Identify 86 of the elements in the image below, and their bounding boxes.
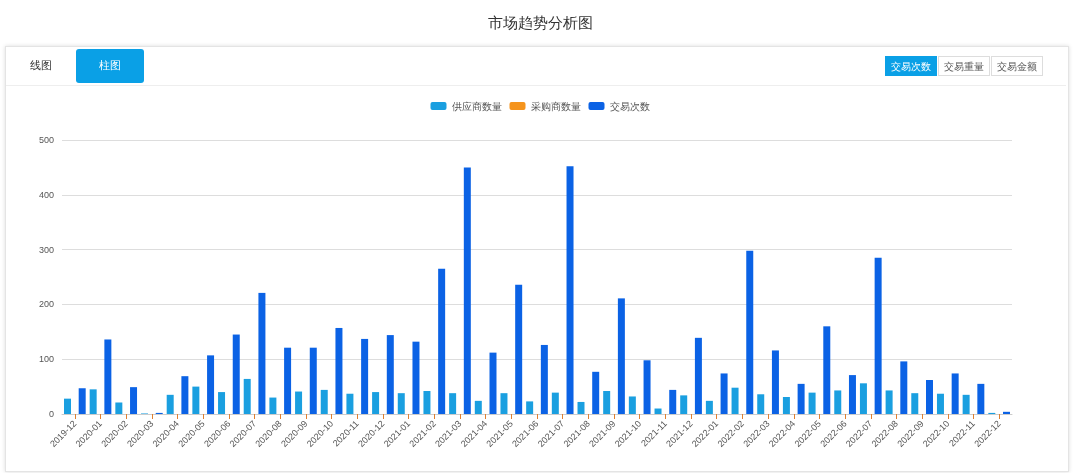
text: 交易重量	[938, 56, 990, 76]
text: 柱图	[76, 49, 144, 83]
bar	[757, 394, 765, 414]
bar	[386, 335, 394, 414]
bar	[130, 387, 138, 414]
bar	[269, 397, 277, 414]
bar	[397, 393, 405, 414]
bar	[115, 402, 123, 414]
bar	[900, 361, 908, 414]
legend-label: 采购商数量	[530, 100, 581, 112]
bar	[218, 392, 226, 414]
bar	[372, 392, 380, 414]
bar	[771, 350, 779, 414]
bar	[1003, 411, 1011, 414]
y-tick-label: 400	[38, 189, 54, 200]
bar	[166, 394, 174, 414]
y-tick-label: 500	[38, 135, 54, 145]
bar	[423, 390, 431, 414]
bar	[874, 257, 882, 414]
bar	[848, 375, 856, 414]
bar	[489, 352, 497, 414]
text: 线图	[29, 58, 53, 74]
y-tick-label: 200	[38, 299, 54, 310]
bar	[643, 360, 651, 414]
bar	[78, 388, 86, 414]
bar	[694, 337, 702, 414]
bar	[463, 167, 471, 414]
bar	[449, 393, 457, 414]
bar	[526, 401, 534, 414]
bar	[258, 292, 266, 414]
bar	[192, 386, 200, 414]
bar	[782, 397, 790, 414]
bar	[962, 394, 970, 414]
bar	[551, 392, 559, 414]
bar	[104, 339, 112, 414]
bar	[592, 371, 600, 414]
bar	[412, 341, 420, 414]
bar	[823, 326, 831, 414]
bar	[346, 393, 354, 414]
legend-label: 供应商数量	[451, 100, 502, 112]
bar	[515, 284, 523, 414]
bar	[309, 347, 317, 414]
text: 交易金额	[991, 56, 1043, 76]
bar	[566, 166, 574, 414]
bar	[577, 401, 585, 414]
bar	[243, 378, 251, 414]
bar	[885, 390, 893, 414]
bar	[181, 376, 189, 414]
bar	[705, 400, 713, 414]
bar	[540, 344, 548, 414]
bar	[617, 298, 625, 414]
bar	[680, 395, 688, 414]
bar	[438, 268, 446, 414]
bar	[669, 389, 677, 414]
bar	[284, 347, 292, 414]
y-tick-label: 300	[38, 244, 54, 255]
y-tick-label: 0	[48, 409, 54, 419]
bar	[808, 392, 816, 414]
bar	[925, 380, 933, 414]
bar	[295, 391, 303, 414]
bar	[936, 393, 944, 414]
bar	[720, 373, 728, 414]
bar	[911, 393, 919, 414]
bar	[628, 396, 636, 414]
bar	[977, 383, 985, 414]
bar	[63, 398, 71, 414]
bar	[859, 383, 867, 414]
text: 交易次数	[885, 56, 937, 76]
bar	[654, 408, 662, 414]
bar	[207, 355, 215, 414]
legend-label: 交易次数	[609, 100, 650, 112]
bar	[474, 400, 482, 414]
bar	[335, 327, 343, 414]
bar	[797, 383, 805, 414]
bar	[746, 250, 754, 414]
y-tick-label: 100	[38, 354, 54, 365]
bar	[731, 387, 739, 414]
chart-title: 市场趋势分析图	[487, 14, 593, 31]
bar	[500, 393, 508, 414]
bar	[232, 334, 240, 414]
bar	[89, 389, 97, 414]
bar	[951, 373, 959, 414]
bar	[834, 390, 842, 414]
bar	[361, 338, 369, 414]
bar	[320, 389, 328, 414]
bar	[603, 390, 611, 414]
